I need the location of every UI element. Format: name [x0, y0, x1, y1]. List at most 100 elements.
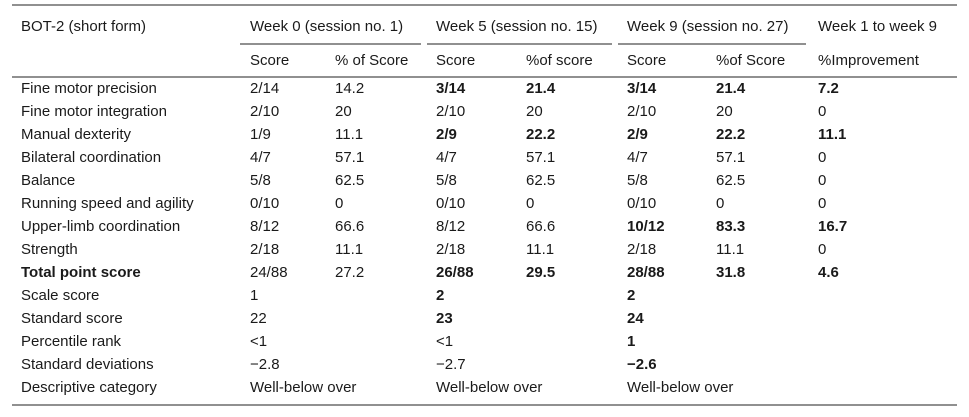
cell: 11.1: [818, 126, 846, 143]
cell: 62.5: [526, 172, 555, 189]
cell: 0: [716, 195, 724, 212]
cell: 10/12: [627, 218, 665, 235]
cell: 1: [250, 287, 258, 304]
row-label: Fine motor precision: [21, 80, 157, 97]
cell: 0: [818, 103, 826, 120]
header-label: BOT-2 (short form): [21, 18, 146, 35]
cell: 2/10: [436, 103, 465, 120]
cell: 0/10: [436, 195, 465, 212]
cell: 2/9: [627, 126, 648, 143]
cell: 5/8: [627, 172, 648, 189]
cell: 2: [436, 287, 444, 304]
sub-header: %of Score: [716, 52, 785, 69]
row-label: Running speed and agility: [21, 195, 194, 212]
group-header: Week 5 (session no. 15): [436, 18, 597, 35]
row-label: Scale score: [21, 287, 99, 304]
cell: 83.3: [716, 218, 745, 235]
cell: 22.2: [716, 126, 745, 143]
sub-header: %Improvement: [818, 52, 920, 69]
row-label: Fine motor integration: [21, 103, 167, 120]
cell: 66.6: [335, 218, 364, 235]
row-label: Total point score: [21, 264, 141, 281]
cell: 2/14: [250, 80, 279, 97]
cell: 20: [526, 103, 543, 120]
cell: 57.1: [526, 149, 555, 166]
cell: 27.2: [335, 264, 364, 281]
cell: 2/18: [250, 241, 279, 258]
cell: 11.1: [716, 241, 744, 258]
group-header: Week 0 (session no. 1): [250, 18, 403, 35]
row-label: Balance: [21, 172, 75, 189]
cell: 0: [818, 195, 826, 212]
group-header: Week 9 (session no. 27): [627, 18, 788, 35]
cell: 16.7: [818, 218, 847, 235]
cell: 66.6: [526, 218, 555, 235]
cell: 8/12: [250, 218, 279, 235]
cell: 0: [818, 241, 826, 258]
cell: 21.4: [716, 80, 746, 97]
cell: 2/10: [250, 103, 279, 120]
cell: 4/7: [627, 149, 648, 166]
cell: <1: [250, 333, 267, 350]
cell: 28/88: [627, 264, 665, 281]
cell: 3/14: [627, 80, 657, 97]
sub-header: % of Score: [335, 52, 408, 69]
cell: 5/8: [436, 172, 457, 189]
sub-header: %of score: [526, 52, 593, 69]
cell: 2/10: [627, 103, 656, 120]
cell: 2: [627, 287, 635, 304]
cell: Well-below over: [627, 379, 733, 396]
cell: Well-below over: [250, 379, 356, 396]
cell: 5/8: [250, 172, 271, 189]
cell: <1: [436, 333, 453, 350]
cell: 22.2: [526, 126, 555, 143]
cell: Well-below over: [436, 379, 542, 396]
cell: 2/18: [627, 241, 656, 258]
cell: 0/10: [250, 195, 279, 212]
cell: 4/7: [250, 149, 271, 166]
cell: 0: [818, 149, 826, 166]
cell: −2.7: [436, 356, 466, 373]
cell: 8/12: [436, 218, 465, 235]
row-label: Standard deviations: [21, 356, 154, 373]
cell: 0: [818, 172, 826, 189]
cell: 0: [526, 195, 534, 212]
cell: 20: [716, 103, 733, 120]
cell: 26/88: [436, 264, 474, 281]
cell: 0/10: [627, 195, 656, 212]
row-label: Upper-limb coordination: [21, 218, 180, 235]
cell: 57.1: [716, 149, 745, 166]
group-header: Week 1 to week 9: [818, 18, 937, 35]
cell: 23: [436, 310, 453, 327]
cell: 62.5: [716, 172, 745, 189]
cell: 31.8: [716, 264, 745, 281]
cell: 20: [335, 103, 352, 120]
cell: 62.5: [335, 172, 364, 189]
cell: −2.8: [250, 356, 280, 373]
cell: 21.4: [526, 80, 556, 97]
row-label: Descriptive category: [21, 379, 157, 396]
cell: 7.2: [818, 80, 839, 97]
cell: 2/9: [436, 126, 457, 143]
cell: 24/88: [250, 264, 288, 281]
cell: 1/9: [250, 126, 271, 143]
cell: 14.2: [335, 80, 364, 97]
cell: 22: [250, 310, 267, 327]
cell: 24: [627, 310, 644, 327]
cell: 3/14: [436, 80, 466, 97]
cell: 11.1: [335, 126, 363, 143]
cell: 4/7: [436, 149, 457, 166]
cell: 2/18: [436, 241, 465, 258]
row-label: Bilateral coordination: [21, 149, 161, 166]
row-label: Standard score: [21, 310, 123, 327]
row-label: Manual dexterity: [21, 126, 132, 143]
cell: 11.1: [335, 241, 363, 258]
cell: −2.6: [627, 356, 657, 373]
row-label: Percentile rank: [21, 333, 122, 350]
sub-header: Score: [627, 52, 666, 69]
cell: 1: [627, 333, 635, 350]
cell: 57.1: [335, 149, 364, 166]
cell: 29.5: [526, 264, 555, 281]
sub-header: Score: [436, 52, 475, 69]
